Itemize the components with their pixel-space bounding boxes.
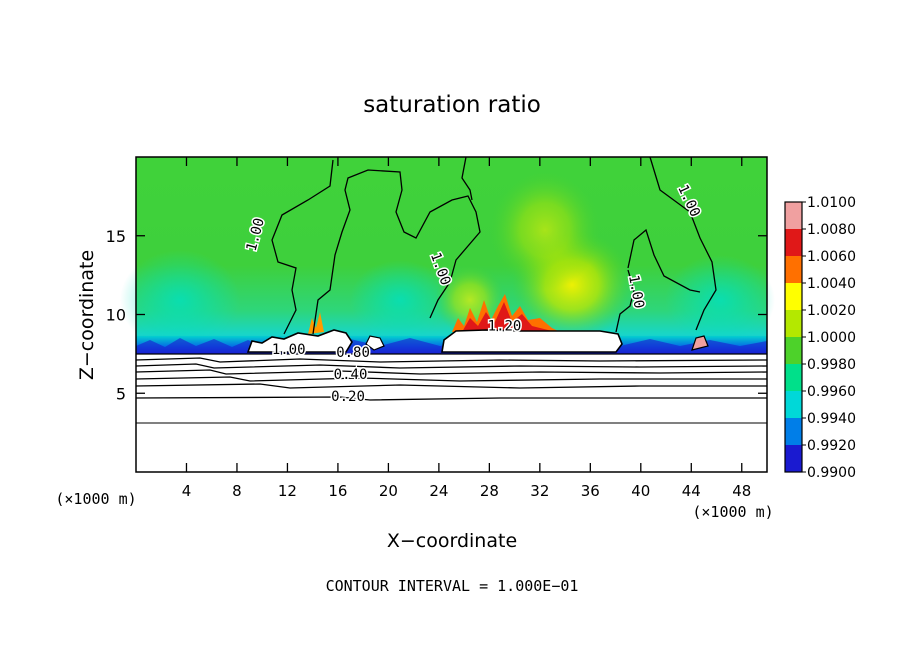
chart-title: saturation ratio: [363, 92, 541, 118]
x-tick-label: 44: [682, 482, 701, 500]
x-tick-label: 4: [182, 482, 192, 500]
colorbar-swatch: [785, 418, 802, 445]
cool-patch-mid: [350, 260, 450, 340]
colorbar-label: 0.9960: [807, 384, 856, 400]
x-tick-label: 40: [631, 482, 650, 500]
colorbar-swatch: [785, 337, 802, 364]
contour-layer-2: [135, 357, 768, 363]
colorbar-swatch: [785, 364, 802, 391]
cool-patch-left: [120, 250, 240, 350]
colorbar-swatch: [785, 283, 802, 310]
contour-label: 0.80: [336, 345, 370, 361]
contour-1-00-c: [615, 269, 635, 333]
colorbar-label: 1.0040: [807, 276, 856, 292]
y-tick-label: 10: [106, 306, 126, 325]
contour-label: 1.20: [488, 318, 522, 334]
cool-patch-right: [665, 255, 775, 345]
x-tick-label: 48: [732, 482, 751, 500]
warm-core-upper: [490, 170, 600, 290]
contour-label: 0.40: [334, 367, 368, 383]
x-tick-label: 24: [429, 482, 448, 500]
colorbar: 1.0100 1.0080 1.0060 1.0040 1.0020 1.0000 0.99…: [784, 195, 856, 481]
lower-region: [136, 354, 767, 472]
colorbar-label: 1.0060: [807, 249, 856, 265]
x-tick-label: 36: [581, 482, 600, 500]
x-unit-label-right: (×1000 m): [692, 503, 773, 521]
colorbar-swatch: [785, 256, 802, 283]
x-tick-label: 8: [232, 482, 242, 500]
contour-layer-5: [135, 376, 767, 382]
cloud-small: [365, 335, 385, 351]
colorbar-swatch: [785, 391, 802, 418]
x-unit-label-left: (×1000 m): [55, 490, 136, 508]
colorbar-label: 1.0000: [807, 330, 856, 346]
contour-interval-note: CONTOUR INTERVAL = 1.000E−01: [326, 577, 579, 595]
colorbar-label: 1.0020: [807, 303, 856, 319]
small-plume: [308, 312, 324, 334]
colorbar-label: 0.9900: [807, 465, 856, 481]
x-tick-label: 28: [480, 482, 499, 500]
y-axis-label: Z−coordinate: [76, 250, 98, 380]
colorbar-label: 0.9940: [807, 411, 856, 427]
x-tick-label: 12: [278, 482, 297, 500]
cloud-right: [691, 335, 709, 351]
heatmap-field: [120, 157, 775, 472]
contour-layer-4: [135, 369, 768, 375]
cloud-center: [441, 329, 623, 353]
contour-layer-6: [135, 383, 767, 389]
contour-1-00-b: [461, 156, 717, 331]
y-tick-label: 5: [116, 384, 126, 403]
colorbar-swatch: [785, 202, 802, 229]
cloud-left: [246, 329, 353, 353]
contour-lines: [135, 156, 768, 424]
contour-layer-7: [135, 396, 767, 401]
y-axis: 5 10 15: [106, 227, 767, 403]
colorbar-swatch: [785, 229, 802, 256]
colorbar-swatch: [785, 445, 802, 472]
red-plume-core: [462, 302, 556, 332]
colorbar-swatch: [785, 310, 802, 337]
contour-1-00-a: [271, 159, 481, 335]
contour-label: 0.20: [331, 389, 365, 405]
x-axis: 4 8 12 16 20 24 28 32 36 40 44 48: [182, 157, 751, 500]
x-tick-label: 32: [530, 482, 549, 500]
colorbar-label: 0.9980: [807, 357, 856, 373]
y-tick-label: 15: [106, 227, 126, 246]
x-axis-label: X−coordinate: [387, 530, 517, 552]
contour-layer-3: [135, 363, 768, 369]
x-tick-label: 20: [379, 482, 398, 500]
colorbar-label: 1.0100: [807, 195, 856, 211]
x-tick-label: 16: [328, 482, 347, 500]
colorbar-label: 0.9920: [807, 438, 856, 454]
contour-label: 1.00: [272, 342, 306, 358]
colorbar-label: 1.0080: [807, 222, 856, 238]
